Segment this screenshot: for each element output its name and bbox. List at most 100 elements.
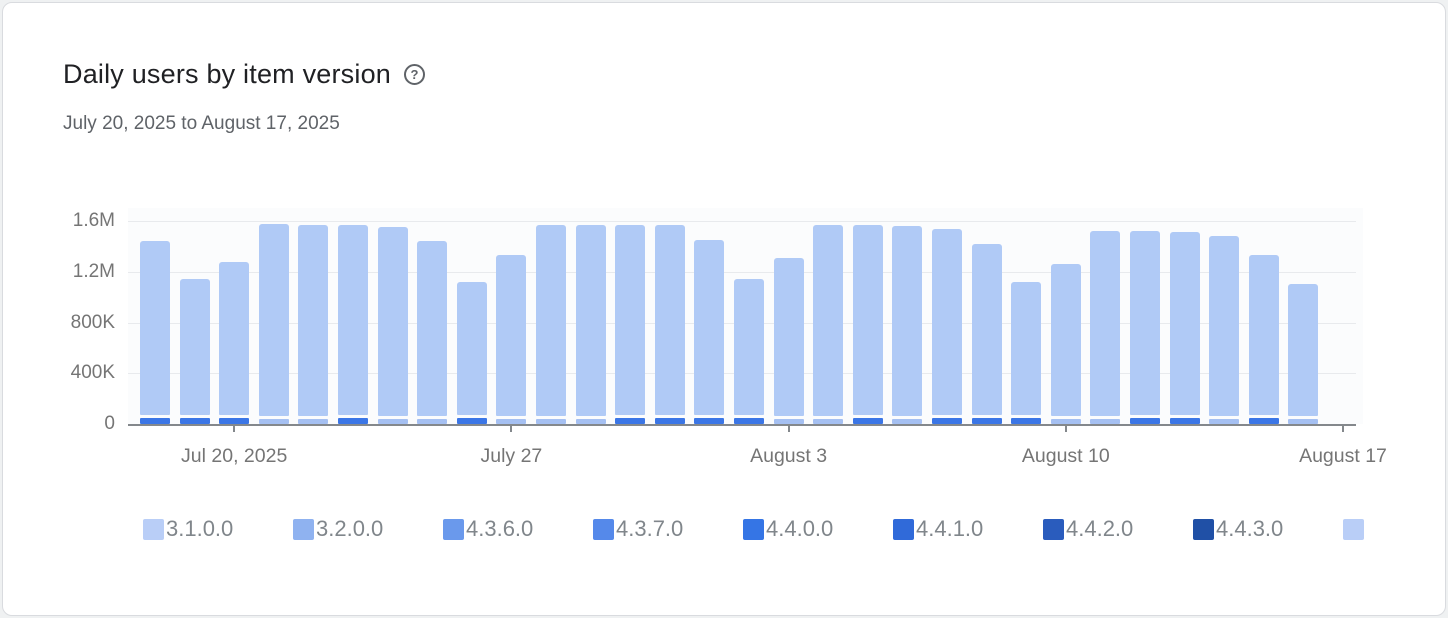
bar[interactable]: [1288, 284, 1319, 424]
legend-swatch-icon: [743, 518, 764, 540]
bar[interactable]: [773, 258, 804, 424]
legend-item: 4.3.7.0: [593, 514, 683, 544]
bar[interactable]: [140, 241, 170, 424]
bar-segment-accent: [1090, 419, 1121, 424]
legend-swatch-icon: [893, 518, 914, 540]
gridline: [128, 271, 1356, 273]
bar[interactable]: [1209, 236, 1240, 424]
bar-segment-main: [1011, 282, 1042, 415]
bar-segment-main: [1169, 232, 1200, 415]
bar-segment-main: [932, 229, 962, 415]
bar-segment-main: [536, 225, 566, 416]
bar[interactable]: [1050, 264, 1081, 424]
bar[interactable]: [1248, 255, 1279, 424]
date-range: July 20, 2025 to August 17, 2025: [63, 113, 340, 134]
legend-item: 4.3.6.0: [443, 514, 533, 544]
bar-segment-accent: [615, 418, 646, 424]
bar[interactable]: [298, 225, 329, 424]
bar-segment-accent: [496, 419, 527, 424]
legend-swatch-icon: [293, 518, 314, 540]
y-axis-label: 0: [104, 413, 115, 434]
bar[interactable]: [1011, 282, 1042, 424]
bar[interactable]: [813, 225, 844, 424]
bar-segment-accent: [1169, 418, 1200, 424]
bar-segment-accent: [456, 418, 487, 424]
bar-segment-accent: [179, 418, 210, 424]
bar-segment-main: [377, 227, 408, 416]
legend-label: 4.4.0.0: [766, 516, 834, 541]
bar-segment-main: [258, 224, 289, 416]
bar-segment-accent: [694, 418, 725, 424]
legend-swatch-icon: [593, 518, 614, 540]
plot-area: Jul 20, 2025 July 27 August 3 August 10 Augu…: [128, 208, 1387, 467]
bar-segment-accent: [773, 419, 804, 424]
x-tick-mark: [1342, 424, 1344, 432]
legend-swatch-icon: [1043, 518, 1064, 540]
bar-segment-main: [338, 225, 368, 415]
page-title: Daily users by item version: [63, 59, 392, 89]
bar[interactable]: [654, 225, 685, 424]
bar[interactable]: [417, 241, 448, 424]
bar-segment-accent: [1248, 418, 1279, 424]
bar-segment-accent: [1130, 418, 1160, 424]
legend-label: 3.1.0.0: [166, 516, 234, 541]
bar[interactable]: [1130, 231, 1160, 424]
bar[interactable]: [338, 225, 368, 424]
bar[interactable]: [615, 225, 646, 424]
bar[interactable]: [1169, 232, 1200, 424]
legend-label: 4.3.7.0: [616, 516, 684, 541]
bar-segment-main: [456, 282, 487, 415]
bar[interactable]: [456, 282, 487, 424]
bar-segment-accent: [932, 418, 962, 424]
bar-segment-accent: [575, 419, 606, 424]
help-icon[interactable]: ?: [404, 64, 426, 85]
x-axis-label: Jul 20, 2025: [181, 445, 288, 467]
bar[interactable]: [575, 225, 606, 424]
bar[interactable]: [258, 224, 289, 424]
bar[interactable]: [179, 279, 210, 424]
bar-segment-accent: [1209, 419, 1240, 424]
bar-segment-main: [1288, 284, 1319, 416]
bar-segment-accent: [417, 419, 448, 424]
bar[interactable]: [734, 279, 764, 424]
bar[interactable]: [377, 227, 408, 424]
bar-segment-accent: [1050, 419, 1081, 424]
bar[interactable]: [1090, 231, 1121, 424]
legend-item: 4.4.1.0: [893, 514, 983, 544]
bar[interactable]: [694, 240, 725, 424]
x-tick-mark: [510, 424, 513, 432]
legend: 3.1.0.0 3.2.0.0 4.3.6.0 4.3.7.0 4.4.0.0 4.4.1…: [3, 514, 1447, 546]
bar[interactable]: [496, 255, 527, 424]
legend-swatch-icon: [1343, 518, 1364, 540]
bar-segment-accent: [734, 418, 764, 424]
legend-label: 4.4.2.0: [1066, 516, 1134, 541]
bar-segment-main: [734, 279, 764, 415]
bar-segment-accent: [813, 419, 844, 424]
bar-segment-accent: [971, 418, 1002, 424]
bar-segment-main: [773, 258, 804, 416]
gridline: [128, 221, 1356, 222]
bar[interactable]: [852, 225, 883, 424]
bar-segment-accent: [892, 419, 923, 424]
bar-segment-main: [1248, 255, 1279, 415]
legend-label: 4.4.3.0: [1216, 516, 1284, 541]
x-axis-line: [128, 424, 1356, 426]
x-tick-mark: [1064, 424, 1067, 432]
bar-segment-main: [1050, 264, 1081, 416]
bar[interactable]: [536, 225, 566, 424]
bar[interactable]: [892, 226, 923, 424]
bar-segment-main: [892, 226, 923, 416]
bar-segment-main: [654, 225, 685, 415]
bar-segment-accent: [377, 419, 408, 424]
legend-item: 4.4.0.0: [743, 514, 833, 544]
legend-label: 3.2.0.0: [316, 516, 384, 541]
bar-segment-accent: [140, 418, 170, 424]
bar-segment-accent: [536, 419, 566, 424]
bar-segment-accent: [654, 418, 685, 424]
x-axis-label: August 3: [750, 445, 828, 467]
bar[interactable]: [971, 244, 1002, 424]
x-tick-mark: [233, 424, 236, 432]
bar[interactable]: [932, 229, 962, 424]
bar[interactable]: [219, 262, 250, 424]
